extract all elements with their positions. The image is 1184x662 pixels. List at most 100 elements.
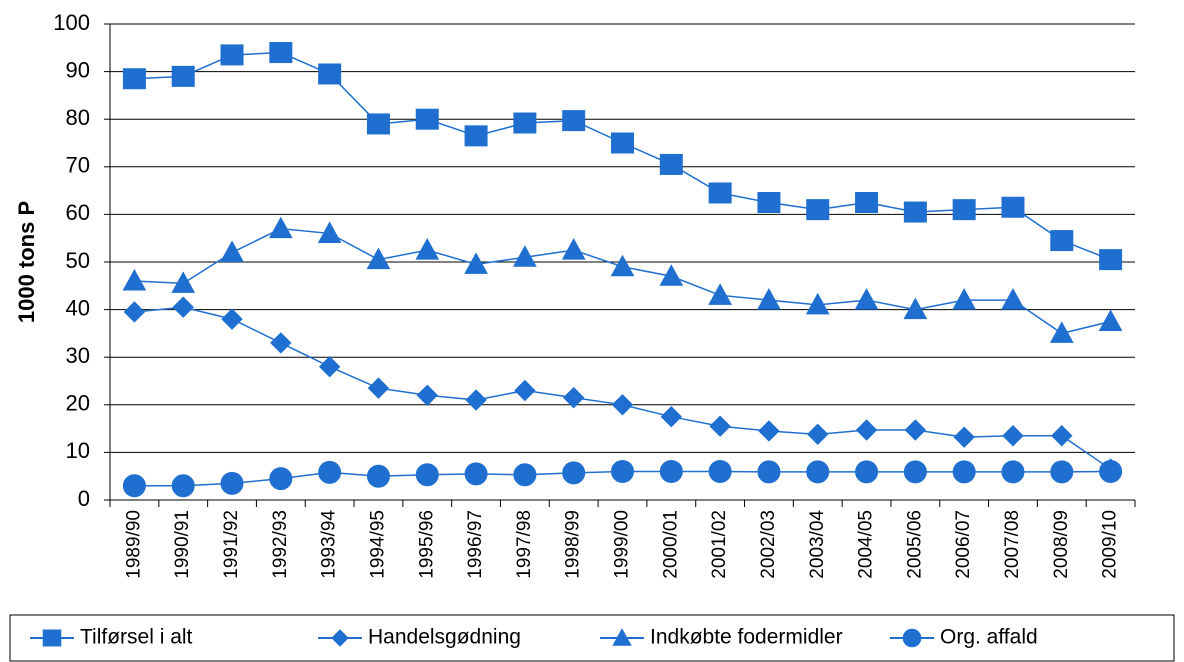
y-tick-label: 30 xyxy=(66,343,90,368)
data-point xyxy=(903,201,927,223)
data-point xyxy=(514,379,536,402)
data-point xyxy=(513,245,537,267)
y-axis-title: 1000 tons P xyxy=(14,201,39,323)
data-point xyxy=(221,308,243,330)
data-point xyxy=(708,459,732,483)
data-point xyxy=(562,386,585,409)
x-tick-label: 1993/94 xyxy=(319,510,340,579)
data-point xyxy=(220,471,244,495)
y-tick-label: 80 xyxy=(66,105,90,130)
y-tick-label: 20 xyxy=(66,391,90,416)
data-point xyxy=(709,415,731,437)
data-point xyxy=(318,356,341,378)
data-point xyxy=(367,377,390,399)
data-point xyxy=(757,460,781,484)
data-point xyxy=(1099,459,1123,483)
data-point xyxy=(611,132,634,154)
data-point xyxy=(465,389,487,411)
data-point xyxy=(854,288,879,310)
data-point xyxy=(415,238,440,260)
data-point xyxy=(807,423,829,446)
data-point xyxy=(513,463,537,487)
y-tick-label: 70 xyxy=(66,153,90,178)
data-point xyxy=(903,297,928,320)
data-point xyxy=(611,459,634,483)
data-point xyxy=(855,192,879,213)
data-point xyxy=(171,271,196,293)
data-point xyxy=(416,384,438,406)
data-point xyxy=(561,238,586,260)
data-point xyxy=(268,216,293,239)
data-point xyxy=(318,63,342,85)
data-point xyxy=(513,112,537,134)
x-tick-label: 1992/93 xyxy=(270,510,291,579)
data-point xyxy=(660,405,683,428)
data-point xyxy=(366,113,390,135)
legend-marker xyxy=(331,629,349,647)
data-point xyxy=(562,461,586,485)
x-tick-label: 2003/04 xyxy=(807,510,828,579)
x-tick-label: 2009/10 xyxy=(1100,510,1121,579)
data-point xyxy=(610,254,635,277)
legend-marker xyxy=(902,628,922,648)
data-point xyxy=(757,288,781,310)
data-point xyxy=(123,301,146,323)
data-point xyxy=(1001,288,1025,310)
data-point xyxy=(708,182,732,204)
data-point xyxy=(806,460,830,484)
x-tick-label: 1989/90 xyxy=(123,510,144,579)
data-point xyxy=(1099,249,1123,271)
data-point xyxy=(1002,425,1024,447)
x-tick-label: 1995/96 xyxy=(416,510,437,579)
data-point xyxy=(1001,460,1025,484)
data-point xyxy=(1001,196,1025,218)
legend-box xyxy=(9,614,1175,662)
legend-label: Org. affald xyxy=(940,626,1038,649)
data-point xyxy=(464,462,488,486)
data-point xyxy=(952,460,976,484)
x-tick-label: 1994/95 xyxy=(367,510,388,579)
data-point xyxy=(220,240,244,262)
data-point xyxy=(758,420,780,442)
data-point xyxy=(953,426,975,448)
y-tick-label: 50 xyxy=(66,248,90,273)
data-point xyxy=(171,474,195,498)
data-point xyxy=(269,467,293,491)
data-point xyxy=(659,264,684,286)
data-point xyxy=(855,460,879,484)
data-point xyxy=(659,153,683,175)
data-point xyxy=(562,110,586,132)
data-point xyxy=(903,460,927,484)
data-point xyxy=(366,247,391,270)
data-point xyxy=(757,192,781,213)
legend-label: Indkøbte fodermidler xyxy=(650,626,843,649)
y-tick-label: 90 xyxy=(66,57,90,82)
data-point xyxy=(415,108,439,130)
x-tick-label: 2000/01 xyxy=(660,510,681,579)
y-tick-label: 10 xyxy=(66,438,90,463)
data-point xyxy=(659,459,683,483)
data-point xyxy=(269,42,293,64)
data-point xyxy=(366,464,390,488)
data-point xyxy=(611,394,634,416)
data-point xyxy=(317,221,342,243)
data-point xyxy=(1050,460,1074,484)
x-tick-label: 2007/08 xyxy=(1002,510,1023,579)
y-tick-label: 0 xyxy=(78,486,90,511)
x-tick-label: 1990/91 xyxy=(172,510,193,579)
data-point xyxy=(1098,309,1123,331)
x-tick-label: 2008/09 xyxy=(1051,510,1072,579)
x-tick-label: 2006/07 xyxy=(953,510,974,579)
data-point xyxy=(952,199,976,221)
legend-label: Handelsgødning xyxy=(368,626,521,649)
x-tick-label: 2002/03 xyxy=(758,510,779,579)
data-point xyxy=(270,332,292,354)
x-tick-label: 1997/98 xyxy=(514,510,535,579)
data-point xyxy=(318,460,342,484)
data-point xyxy=(1051,425,1073,447)
data-point xyxy=(415,463,439,487)
data-point xyxy=(464,252,488,274)
legend-marker xyxy=(42,629,62,647)
x-tick-label: 1999/00 xyxy=(612,510,633,579)
